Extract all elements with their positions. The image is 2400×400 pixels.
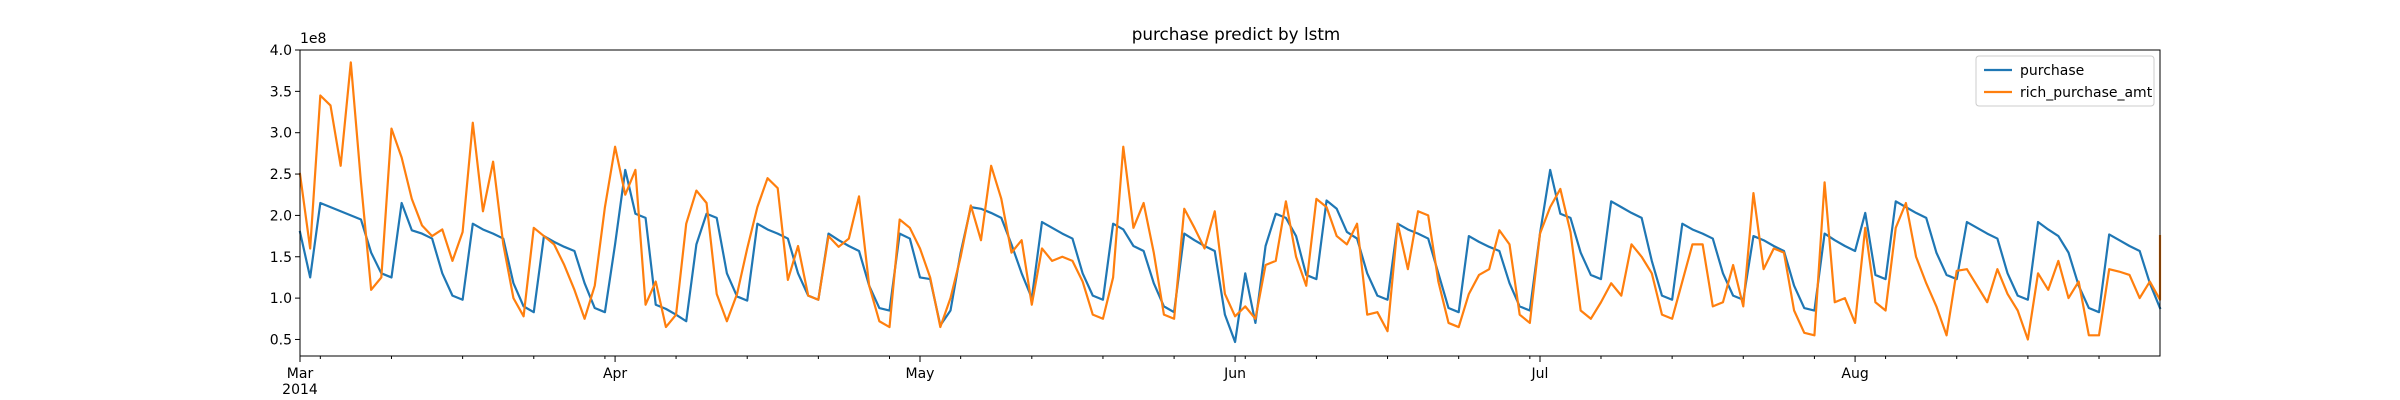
x-tick-label: Jul (1531, 366, 1549, 382)
y-tick-label: 0.5 (270, 332, 292, 348)
y-tick-label: 1.0 (270, 291, 292, 307)
series-line-rich-purchase-amt (298, 61, 2162, 341)
legend-box (1975, 55, 2155, 107)
legend-label: rich_purchase_amt (2020, 85, 2153, 101)
y-tick-label: 1.5 (270, 250, 292, 266)
y-tick-label: 4.0 (270, 43, 292, 59)
series-layer (298, 61, 2162, 344)
y-tick-label: 3.0 (270, 126, 292, 142)
y-axis-offset-label: 1e8 (300, 31, 326, 47)
x-tick-label: Apr (603, 366, 627, 382)
chart-title: purchase predict by lstm (1132, 24, 1341, 44)
x-tick-label: May (906, 366, 935, 382)
y-tick-label: 2.0 (270, 208, 292, 224)
legend-label: purchase (2020, 63, 2084, 79)
legend: purchase rich_purchase_amt (1975, 55, 2155, 107)
x-tick-label: Aug (1841, 366, 1868, 382)
x-tick-sublabel: 2014 (282, 382, 318, 398)
x-tick-label: Jun (1223, 366, 1246, 382)
y-tick-label: 2.5 (270, 167, 292, 183)
plot-frame (299, 49, 2161, 357)
y-tick-label: 3.5 (270, 84, 292, 100)
x-tick-label: Mar (287, 366, 314, 382)
series-line-purchase (298, 168, 2162, 344)
